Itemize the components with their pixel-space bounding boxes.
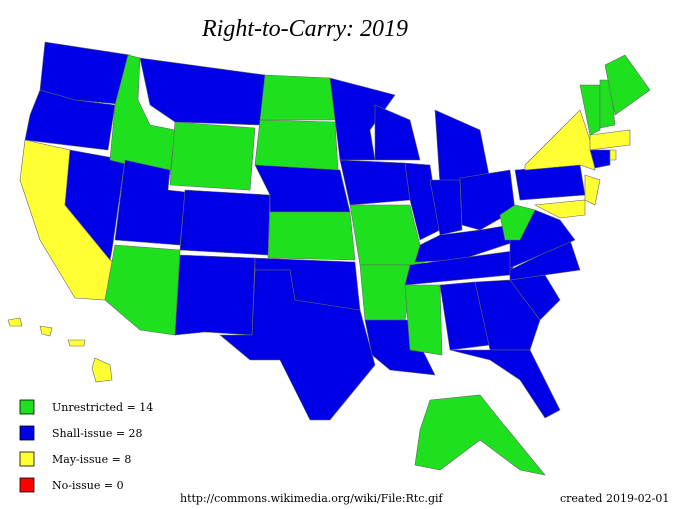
legend-label: Shall-issue = 28: [52, 427, 143, 440]
legend-label: No-issue = 0: [52, 479, 124, 492]
source-url: http://commons.wikimedia.org/wiki/File:R…: [180, 492, 444, 505]
map-title: Right-to-Carry: 2019: [201, 16, 408, 42]
legend-swatch: [19, 425, 35, 441]
legend: Unrestricted = 14 Shall-issue = 28 May-iss…: [19, 399, 153, 493]
states: [7, 41, 651, 476]
legend-swatch: [19, 451, 35, 467]
created-date: created 2019-02-01: [560, 492, 669, 505]
legend-label: May-issue = 8: [52, 453, 131, 466]
legend-label: Unrestricted = 14: [52, 401, 153, 414]
legend-swatch: [19, 399, 35, 415]
legend-swatch: [19, 477, 35, 493]
